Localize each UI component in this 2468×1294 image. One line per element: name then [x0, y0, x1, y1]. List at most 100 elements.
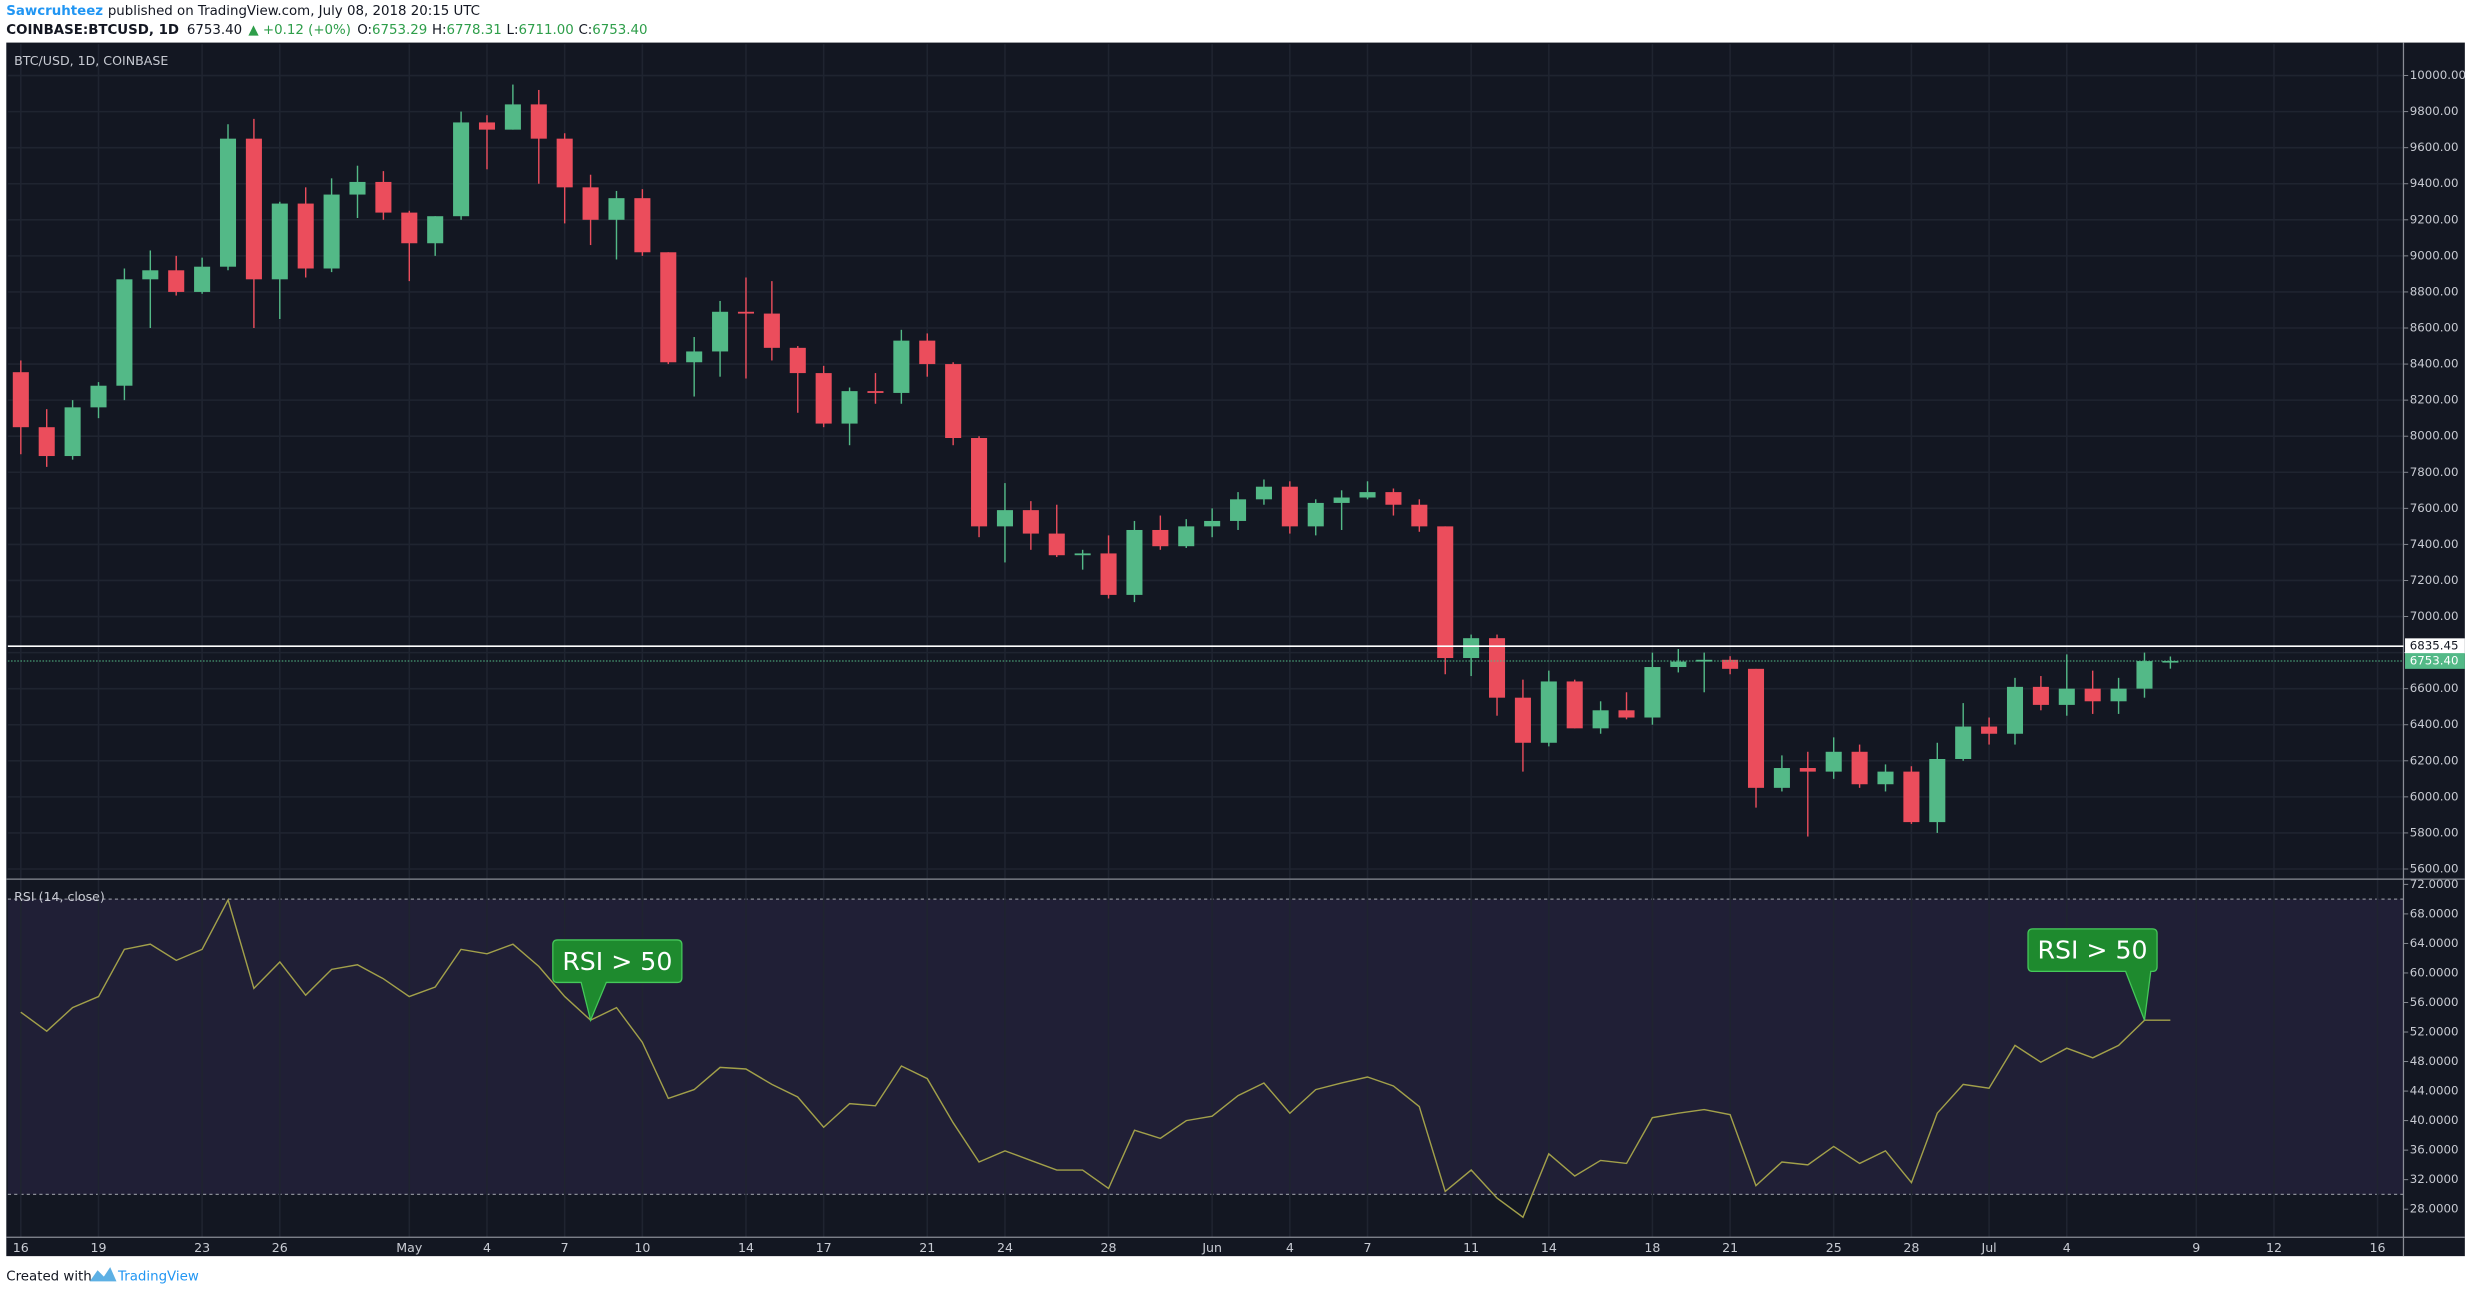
ohlc-value: 6778.31 — [447, 23, 502, 38]
x-tick-label: 9 — [2192, 1240, 2200, 1255]
candle-body — [1747, 668, 1765, 788]
x-tick-label: 21 — [919, 1240, 935, 1255]
change: ▲ +0.12 (+0%) — [248, 23, 351, 38]
candle-body — [453, 122, 470, 217]
candle-body — [349, 181, 366, 195]
x-tick-label: 12 — [2266, 1240, 2282, 1255]
candle-body — [1074, 553, 1091, 556]
candle-body — [1955, 726, 1972, 759]
candle-body — [1670, 661, 1687, 668]
candle-body — [1100, 553, 1117, 595]
candle-body — [1696, 659, 1713, 662]
last-price: 6753.40 — [187, 23, 242, 38]
candle-body — [1592, 710, 1609, 729]
x-tick-label: 17 — [816, 1240, 832, 1255]
rsi-band — [7, 899, 2404, 1195]
candle-body — [2084, 688, 2101, 702]
x-tick-label: 16 — [13, 1240, 29, 1255]
price-label: 6753.40 — [2410, 654, 2459, 668]
candle-body — [582, 187, 599, 220]
candle-body — [12, 372, 29, 428]
candle-body — [168, 270, 185, 292]
candle-body — [1437, 526, 1454, 659]
candle-body — [142, 270, 159, 280]
y-tick-label: 68.0000 — [2410, 906, 2459, 920]
candle-body — [712, 311, 729, 352]
x-tick-label: 7 — [561, 1240, 569, 1255]
candle-body — [1204, 520, 1221, 527]
y-tick-label: 9800.00 — [2410, 104, 2459, 118]
candle-body — [1333, 497, 1350, 503]
candle-body — [530, 104, 547, 139]
candle-body — [686, 351, 703, 363]
candle-body — [1644, 667, 1661, 718]
y-tick-label: 40.0000 — [2410, 1113, 2459, 1127]
y-tick-label: 7200.00 — [2410, 573, 2459, 587]
candle-body — [608, 198, 625, 220]
y-tick-label: 5800.00 — [2410, 825, 2459, 839]
candle-body — [815, 373, 832, 424]
candle-body — [1152, 529, 1169, 547]
candle-body — [1851, 751, 1868, 785]
candle-body — [1463, 638, 1480, 659]
candle-body — [1126, 529, 1143, 595]
candle-body — [789, 347, 806, 374]
candle-body — [1022, 510, 1039, 534]
candle-body — [1281, 486, 1298, 527]
candle-body — [996, 510, 1013, 527]
candle-body — [893, 340, 910, 393]
x-tick-label: 21 — [1722, 1240, 1738, 1255]
candle-body — [2136, 661, 2153, 689]
candle-body — [1825, 751, 1842, 772]
y-tick-label: 48.0000 — [2410, 1054, 2459, 1068]
candle-body — [116, 279, 133, 386]
y-tick-label: 9600.00 — [2410, 140, 2459, 154]
x-tick-label: 19 — [91, 1240, 107, 1255]
price-label-box — [2405, 638, 2465, 655]
author[interactable]: Sawcruhteez — [6, 4, 103, 19]
candle-body — [1385, 492, 1402, 505]
x-tick-label: 28 — [1101, 1240, 1117, 1255]
logo — [89, 1267, 117, 1282]
y-tick-label: 10000.00 — [2410, 68, 2466, 82]
y-tick-label: 32.0000 — [2410, 1172, 2459, 1186]
candle-body — [1230, 499, 1247, 521]
y-tick-label: 7600.00 — [2410, 501, 2459, 515]
x-tick-label: 14 — [738, 1240, 754, 1255]
price-pane-title: BTC/USD, 1D, COINBASE — [14, 53, 168, 68]
ohlc-value: 6753.29 — [372, 23, 427, 38]
candle-body — [1618, 710, 1635, 718]
symbol: COINBASE:BTCUSD, 1D — [6, 23, 179, 38]
candle-body — [427, 216, 444, 244]
plot: 16 19 23 26 May 4 7 10 14 17 21 24 28 Jun 4 7 11 14 18 21 25… — [6, 42, 2466, 1257]
ohlc-value: 6753.40 — [592, 23, 647, 38]
candle-body — [401, 212, 418, 244]
y-tick-label: 8000.00 — [2410, 429, 2459, 443]
y-tick-label: 7800.00 — [2410, 465, 2459, 479]
brand[interactable]: TradingView — [117, 1270, 199, 1285]
y-tick-label: 44.0000 — [2410, 1084, 2459, 1098]
candle-body — [1929, 758, 1946, 823]
y-tick-label: 8800.00 — [2410, 284, 2459, 298]
candle-body — [556, 138, 573, 188]
x-tick-label: 4 — [2063, 1240, 2071, 1255]
ohlc-key: O: — [357, 23, 372, 38]
candle-body — [1981, 726, 1998, 734]
y-tick-label: 64.0000 — [2410, 936, 2459, 950]
published: published on TradingView.com, July 08, 2… — [108, 4, 480, 19]
candle-body — [763, 313, 780, 348]
ohlc-key: L: — [507, 23, 519, 38]
candle-body — [478, 122, 496, 130]
x-tick-label: 28 — [1903, 1240, 1919, 1255]
candle-body — [323, 194, 340, 269]
x-tick-label: Jun — [1201, 1240, 1222, 1255]
y-tick-label: 28.0000 — [2410, 1202, 2459, 1216]
y-tick-label: 6200.00 — [2410, 753, 2459, 767]
x-tick-label: 26 — [272, 1240, 288, 1255]
created-with: Created with — [6, 1270, 91, 1285]
y-tick-label: 56.0000 — [2410, 995, 2459, 1009]
candle-body — [1488, 638, 1506, 698]
candle-body — [64, 407, 81, 457]
price-label: 6835.45 — [2410, 639, 2459, 653]
